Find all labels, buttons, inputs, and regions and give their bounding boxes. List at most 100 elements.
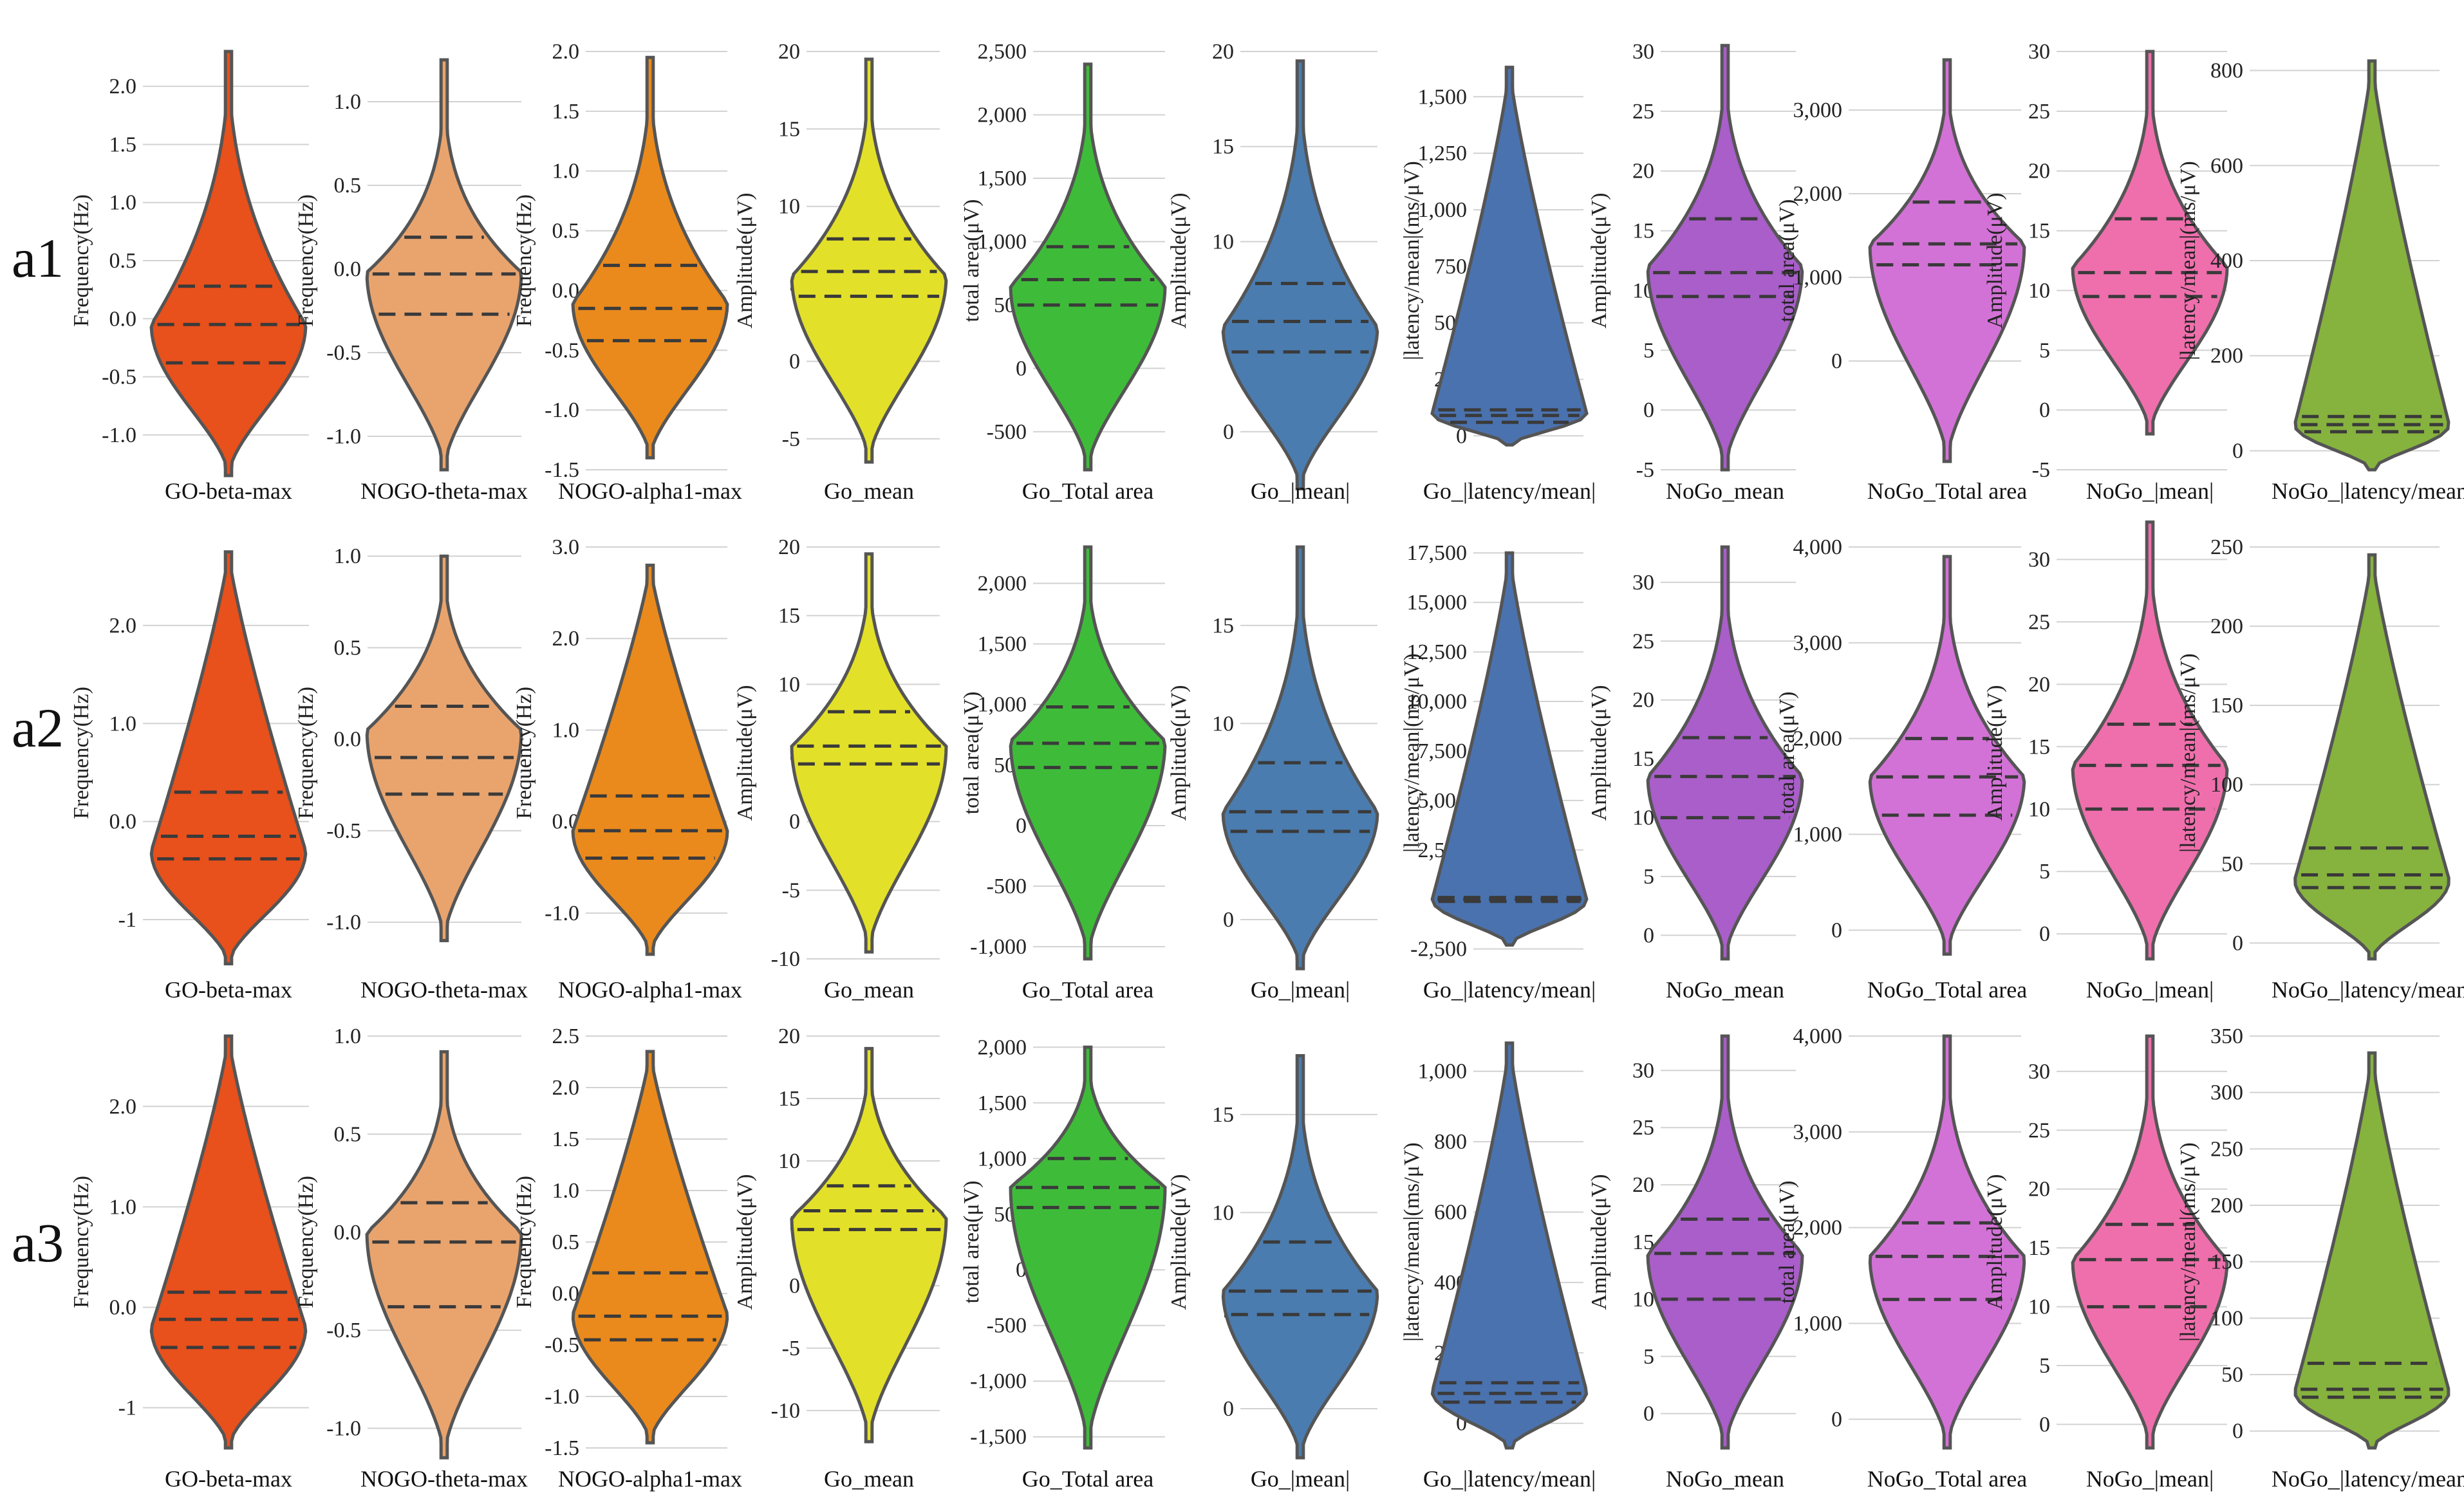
tick-label: 15 [2028,735,2050,759]
tick-label: -1.0 [102,423,136,447]
tick-label: 30 [1632,40,1654,64]
tick-label: -0.5 [326,819,361,843]
violin-panel: -10-505101520Amplitude(μV)Go_mean [733,1024,948,1492]
violin-body [1646,1034,1804,1450]
tick-label: 3,000 [1793,1120,1843,1144]
tick-label: 2.0 [552,40,580,64]
violin-panel: 0 5 10 15 20 25 30 Amplitude(μV) NoGo_|mean| [1983,1034,2229,1492]
tick-label: 10 [2028,1295,2050,1319]
tick-label: 0 [1643,398,1654,422]
violin-body [1868,58,2026,463]
tick-label: 1,000 [1793,266,1843,290]
row-label-a1: a1 [12,227,64,289]
x-axis-label: NoGo_|mean| [2086,1466,2214,1492]
y-axis-label: total area(μV) [1775,199,1799,322]
violin-panel: -1.00.01.02.03.0Frequency(Hz)NOGO-alpha1… [512,535,742,1003]
tick-label: -0.5 [545,1333,579,1357]
tick-label: 0.5 [552,1230,580,1254]
tick-label: 1.0 [334,1024,362,1048]
tick-label: 25 [2028,610,2050,634]
violin-body [1221,545,1379,970]
violin-body [149,50,308,477]
tick-label: 15,000 [1407,591,1468,615]
violin-panel: -1.0 -0.5 0.0 0.5 1.0 1.5 2.0 Frequency(Hz) GO-b… [70,50,309,504]
violin-body [1868,555,2026,956]
tick-label: 350 [2210,1024,2243,1048]
tick-label: -1.5 [545,458,579,482]
tick-label: 17,500 [1407,541,1468,565]
tick-label: 30 [2028,40,2050,64]
tick-label: 0 [2039,922,2050,946]
y-axis-label: Amplitude(μV) [1587,685,1611,821]
tick-label: 1,500 [978,1091,1027,1115]
tick-label: 5 [2039,338,2050,362]
violin-panel: 0 1,000 2,000 3,000 4,000 total area(μV) NoGo_… [1775,535,2027,1003]
tick-label: 1,250 [1418,142,1468,165]
tick-label: 20 [778,40,800,64]
violin-body [571,1050,729,1445]
tick-label: 25 [1632,100,1654,124]
violin-panel: 0 50 100 150 200 250 |latency/mean|(ms/μV) NoGo… [2176,535,2464,1003]
tick-label: 15 [778,117,800,141]
y-axis-label: Frequency(Hz) [294,1176,318,1308]
tick-label: 1.5 [552,1127,580,1151]
x-axis-label: NoGo_|latency/mean| [2272,1466,2464,1492]
tick-label: -1,000 [970,1369,1027,1393]
violin-body [365,1050,523,1460]
x-axis-label: Go_mean [824,478,914,504]
tick-label: 1,000 [1793,1312,1843,1336]
tick-label: 1.0 [552,160,580,183]
tick-label: 1.0 [109,1195,137,1219]
tick-label: 10 [1632,806,1654,830]
tick-label: 2.0 [109,1095,137,1118]
tick-label: 2.0 [552,1076,580,1100]
tick-label: 1,000 [1418,1060,1468,1084]
tick-label: 10 [1632,1288,1654,1312]
violin-body [149,1034,308,1450]
violin-panel: 0 200 400 600 800 |latency/mean|(ms/μV) NoGo_|… [2176,59,2464,504]
y-axis-label: |latency/mean|(ms/μV) [1400,161,1424,360]
violin-body [2293,59,2450,472]
tick-label: -0.5 [545,338,579,362]
tick-label: 0 [1016,814,1027,838]
x-axis-label: NoGo_mean [1666,478,1784,504]
tick-label: 10 [778,1149,800,1173]
tick-label: -10 [771,947,800,971]
tick-label: 0 [2039,398,2050,422]
tick-label: 2.0 [109,75,137,98]
y-axis-label: Frequency(Hz) [512,687,536,819]
tick-label: -1,500 [970,1425,1027,1449]
tick-label: 600 [2210,154,2243,178]
x-axis-label: NOGO-theta-max [360,1466,528,1492]
x-axis-label: NoGo_|latency/mean| [2272,478,2464,504]
tick-label: 2.0 [109,614,137,638]
tick-label: 0 [2232,1420,2243,1443]
tick-label: 1,000 [978,230,1027,254]
tick-label: 0 [2039,1413,2050,1436]
tick-label: 800 [2210,59,2243,83]
y-axis-label: |latency/mean|(ms/μV) [2176,161,2200,360]
y-axis-label: Amplitude(μV) [1587,1174,1611,1310]
y-axis-label: Amplitude(μV) [733,193,757,329]
tick-label: 1,000 [1418,198,1468,222]
y-axis-label: total area(μV) [960,199,984,322]
panels: -1.0 -0.5 0.0 0.5 1.0 1.5 2.0 Frequency(Hz) GO-b… [70,40,2464,1492]
tick-label: 3,000 [1793,631,1843,655]
tick-label: 2,000 [978,103,1027,127]
violin-panel: -1.0 -0.5 0.0 0.5 1.0 Frequency(Hz) NOGO-theta… [294,544,528,1003]
violin-body [790,552,948,954]
x-axis-label: NOGO-alpha1-max [558,977,742,1003]
violin-body [1430,551,1589,947]
tick-label: -1 [118,908,136,932]
violin-panel: 0 5 10 15 20 25 30 Amplitude(μV) NoGo_|mean| [1983,520,2229,1003]
x-axis-label: NoGo_Total area [1867,977,2027,1003]
tick-label: 15 [1632,747,1654,771]
tick-label: 15 [1212,614,1234,638]
tick-label: 15 [1632,219,1654,243]
tick-label: 1,500 [1418,85,1468,109]
tick-label: -5 [2032,458,2050,482]
tick-label: 0 [789,1274,800,1298]
y-axis-label: Amplitude(μV) [1983,685,2007,821]
tick-label: 0 [2232,931,2243,955]
